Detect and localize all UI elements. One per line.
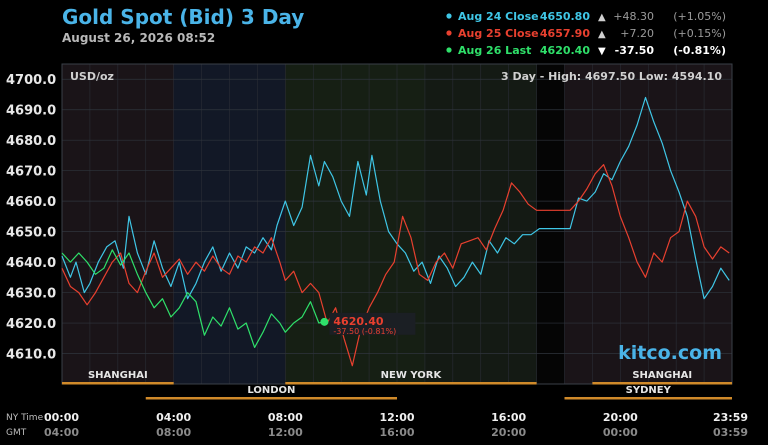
legend-percent: (+1.05%) [673, 10, 726, 23]
market-sessions: SHANGHAI NEW YORK SHANGHAI LONDON SYDNEY [62, 370, 732, 400]
gmt-tick-label: 20:00 [491, 426, 526, 439]
legend-row: Aug 25 Close 4657.90 ▲ +7.20 (+0.15%) [446, 27, 726, 40]
chart-timestamp: August 26, 2026 08:52 [62, 31, 215, 45]
y-tick-label: 4620.0 [6, 317, 56, 332]
legend-arrow: ▲ [598, 29, 606, 40]
gmt-tick-label: 00:00 [603, 426, 638, 439]
ny-tick-label: 04:00 [156, 411, 191, 424]
gmt-tick-label: 08:00 [156, 426, 191, 439]
session-label: SHANGHAI [632, 370, 692, 381]
session-band [285, 64, 425, 384]
gmt-label: GMT [6, 428, 27, 438]
gmt-tick-label: 12:00 [268, 426, 303, 439]
ny-tick-label: 08:00 [268, 411, 303, 424]
y-tick-label: 4640.0 [6, 256, 56, 271]
legend-value: 4620.40 [540, 44, 590, 57]
unit-label: USD/oz [70, 70, 114, 83]
y-tick-label: 4680.0 [6, 134, 56, 149]
legend-dot [446, 13, 452, 19]
series-lines [61, 96, 730, 367]
legend-label: Aug 24 Close [458, 10, 539, 23]
last-price-marker: 4620.40 -37.50 (-0.81%) [320, 312, 416, 336]
session-bar [592, 382, 732, 385]
x-axis: 00:00 04:00 04:00 08:00 08:00 12:00 12:00 16:00… [44, 411, 748, 439]
legend-value: 4657.90 [540, 27, 590, 40]
session-label: NEW YORK [381, 370, 443, 381]
legend-change: -37.50 [615, 44, 655, 57]
series-line [61, 249, 325, 348]
gmt-tick-label: 04:00 [44, 426, 79, 439]
ny-tick-label: 20:00 [603, 411, 638, 424]
y-tick-label: 4700.0 [6, 73, 56, 88]
watermark-logo: kitco.com [618, 342, 722, 364]
grid-lines [61, 64, 733, 384]
legend-arrow: ▲ [598, 12, 606, 23]
gmt-tick-label: 03:59 [713, 426, 748, 439]
session-bar [285, 382, 537, 385]
range-text: 3 Day - High: 4697.50 Low: 4594.10 [501, 70, 722, 83]
y-tick-label: 4630.0 [6, 287, 56, 302]
gmt-tick-label: 16:00 [379, 426, 414, 439]
ny-tick-label: 16:00 [491, 411, 526, 424]
legend-arrow: ▼ [598, 46, 606, 57]
ny-tick-label: 23:59 [713, 411, 748, 424]
legend-dot [446, 30, 452, 36]
last-price-change: -37.50 (-0.81%) [333, 327, 396, 336]
legend-row: Aug 24 Close 4650.80 ▲ +48.30 (+1.05%) [446, 10, 726, 23]
legend-dot [446, 47, 452, 53]
y-tick-label: 4650.0 [6, 226, 56, 241]
session-bar [62, 382, 174, 385]
legend-value: 4650.80 [540, 10, 590, 23]
ny-tick-label: 12:00 [379, 411, 414, 424]
session-band [536, 64, 565, 384]
y-tick-label: 4690.0 [6, 104, 56, 119]
session-label: SYDNEY [626, 385, 672, 396]
legend-percent: (-0.81%) [673, 44, 726, 57]
series-line [61, 96, 730, 300]
last-price-dot [320, 317, 329, 326]
legend-label: Aug 25 Close [458, 27, 539, 40]
session-bar [145, 397, 397, 400]
ny-time-label: NY Time [6, 413, 44, 423]
last-price-label: 4620.40 [333, 315, 383, 328]
y-tick-label: 4610.0 [6, 348, 56, 363]
legend-label: Aug 26 Last [458, 44, 531, 57]
session-bar [564, 397, 732, 400]
legend-percent: (+0.15%) [673, 27, 726, 40]
y-tick-label: 4660.0 [6, 195, 56, 210]
series-line [61, 164, 730, 367]
legend-change: +7.20 [620, 27, 654, 40]
chart-title: Gold Spot (Bid) 3 Day [62, 5, 304, 29]
legend-change: +48.30 [613, 10, 654, 23]
last-price-box [329, 312, 416, 335]
legend-row: Aug 26 Last 4620.40 ▼ -37.50 (-0.81%) [446, 44, 726, 57]
ny-tick-label: 00:00 [44, 411, 79, 424]
y-tick-label: 4670.0 [6, 165, 56, 180]
legend: Aug 24 Close 4650.80 ▲ +48.30 (+1.05%) A… [446, 10, 726, 57]
session-label: LONDON [247, 385, 295, 396]
session-label: SHANGHAI [88, 370, 148, 381]
y-axis: 4700.0 4690.0 4680.0 4670.0 4660.0 4650.0 4640… [6, 73, 56, 362]
